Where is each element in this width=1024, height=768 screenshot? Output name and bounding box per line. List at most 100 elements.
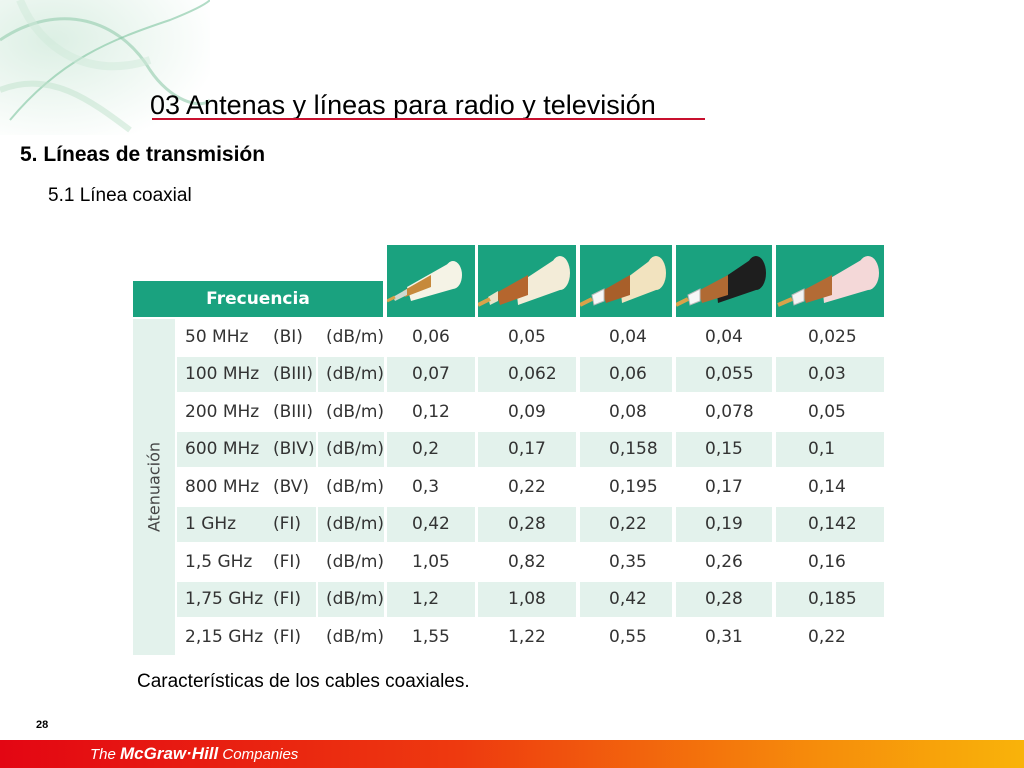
attenuation-value-cell: 0,09: [478, 394, 576, 430]
attenuation-value-cell: 0,22: [776, 619, 884, 655]
attenuation-value-cell: 0,06: [387, 319, 475, 355]
row-freq-cell: 600 MHz: [185, 439, 260, 460]
attenuation-value-cell: 0,08: [580, 394, 672, 430]
row-band-cell: (BIII): [273, 364, 313, 385]
coax-cable-cream-foam-icon: [579, 256, 666, 307]
attenuation-value-cell: 0,22: [580, 506, 672, 542]
attenuation-value-cell: 1,05: [387, 544, 475, 580]
row-unit-cell: (dB/m): [318, 506, 384, 542]
attenuation-value-cell: 0,1: [776, 431, 884, 467]
cable-header-5: [776, 245, 884, 317]
row-frequency-cell: [177, 431, 316, 467]
attenuation-value-cell: 0,05: [478, 319, 576, 355]
attenuation-value-cell: 0,142: [776, 506, 884, 542]
row-freq-cell: 200 MHz: [185, 401, 260, 422]
row-frequency-cell: [177, 356, 316, 392]
attenuation-value-cell: 0,05: [776, 394, 884, 430]
attenuation-value-cell: 0,04: [676, 319, 772, 355]
attenuation-value-cell: 0,31: [676, 619, 772, 655]
attenuation-value-cell: 0,14: [776, 469, 884, 505]
attenuation-value-cell: 0,17: [478, 431, 576, 467]
row-band-cell: (BI): [273, 326, 303, 347]
section-heading: 5. Líneas de transmisión: [20, 143, 266, 166]
attenuation-value-cell: 0,55: [580, 619, 672, 655]
attenuation-value-cell: 0,17: [676, 469, 772, 505]
row-frequency-cell: [177, 469, 316, 505]
slide-title: 03 Antenas y líneas para radio y televis…: [150, 90, 656, 120]
attenuation-value-cell: 0,42: [387, 506, 475, 542]
decorative-swirl: [0, 0, 210, 135]
row-frequency-cell: [177, 319, 316, 355]
row-freq-cell: 1,5 GHz: [185, 551, 253, 572]
row-band-cell: (BIV): [273, 439, 315, 460]
brand-suffix: Companies: [218, 746, 299, 763]
coax-cable-black-icon: [675, 256, 766, 307]
page-number: 28: [36, 719, 49, 731]
row-freq-cell: 1,75 GHz: [185, 589, 264, 610]
attenuation-value-cell: 0,16: [776, 544, 884, 580]
subsection-heading: 5.1 Línea coaxial: [48, 185, 192, 206]
row-unit-cell: (dB/m): [318, 619, 384, 655]
attenuation-value-cell: 0,19: [676, 506, 772, 542]
attenuation-column: [133, 319, 175, 655]
attenuation-value-cell: 0,185: [776, 581, 884, 617]
row-unit-cell: (dB/m): [318, 581, 384, 617]
attenuation-value-cell: 0,28: [676, 581, 772, 617]
row-unit-cell: (dB/m): [318, 544, 384, 580]
coax-cable-white-icon: [386, 261, 462, 303]
row-freq-cell: 50 MHz: [185, 326, 249, 347]
attenuation-value-cell: 1,22: [478, 619, 576, 655]
attenuation-value-cell: 0,062: [478, 356, 576, 392]
table-caption: Características de los cables coaxiales.: [137, 671, 470, 692]
frequency-header: Frecuencia: [133, 281, 383, 317]
coax-cable-pink-icon: [777, 256, 879, 307]
row-frequency-cell: [177, 619, 316, 655]
title-underline: [152, 118, 705, 120]
row-band-cell: (FI): [273, 626, 302, 647]
attenuation-value-cell: 0,82: [478, 544, 576, 580]
coax-cable-beige-braided-icon: [477, 256, 570, 307]
footer-bar: [0, 740, 1024, 768]
row-band-cell: (BIII): [273, 401, 313, 422]
cable-header-1: [386, 245, 475, 317]
attenuation-value-cell: 1,2: [387, 581, 475, 617]
row-frequency-cell: [177, 581, 316, 617]
attenuation-value-cell: 0,2: [387, 431, 475, 467]
row-frequency-cell: [177, 506, 316, 542]
attenuation-value-cell: 0,055: [676, 356, 772, 392]
attenuation-value-cell: 0,03: [776, 356, 884, 392]
attenuation-value-cell: 0,04: [580, 319, 672, 355]
attenuation-value-cell: 0,26: [676, 544, 772, 580]
row-frequency-cell: [177, 394, 316, 430]
attenuation-value-cell: 0,28: [478, 506, 576, 542]
brand-prefix: The: [90, 746, 121, 763]
row-freq-cell: 1 GHz: [185, 514, 237, 535]
attenuation-value-cell: 0,06: [580, 356, 672, 392]
attenuation-value-cell: 0,078: [676, 394, 772, 430]
footer-brand-logo: The McGraw·Hill Companies: [90, 744, 298, 764]
row-unit-cell: (dB/m): [318, 431, 384, 467]
row-unit-cell: (dB/m): [318, 394, 384, 430]
row-band-cell: (BV): [273, 476, 310, 497]
attenuation-value-cell: 0,12: [387, 394, 475, 430]
attenuation-value-cell: 0,42: [580, 581, 672, 617]
row-band-cell: (FI): [273, 551, 302, 572]
row-frequency-cell: [177, 544, 316, 580]
row-band-cell: (FI): [273, 514, 302, 535]
attenuation-value-cell: 0,195: [580, 469, 672, 505]
cable-header-3: [579, 245, 672, 317]
cable-header-2: [477, 245, 576, 317]
attenuation-value-cell: 0,07: [387, 356, 475, 392]
attenuation-value-cell: 1,08: [478, 581, 576, 617]
row-freq-cell: 2,15 GHz: [185, 626, 264, 647]
attenuation-label: Atenuación: [144, 441, 164, 533]
attenuation-value-cell: 0,35: [580, 544, 672, 580]
cable-header-4: [675, 245, 772, 317]
row-freq-cell: 100 MHz: [185, 364, 260, 385]
attenuation-value-cell: 0,15: [676, 431, 772, 467]
row-band-cell: (FI): [273, 589, 302, 610]
row-unit-cell: (dB/m): [318, 319, 384, 355]
row-freq-cell: 800 MHz: [185, 476, 260, 497]
row-unit-cell: (dB/m): [318, 356, 384, 392]
